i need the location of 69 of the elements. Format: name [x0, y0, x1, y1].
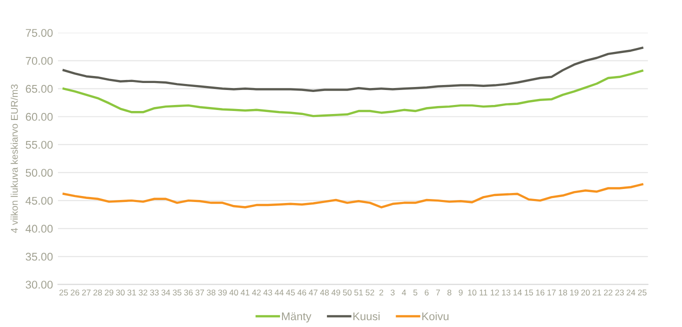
x-tick-label: 25 [59, 290, 68, 296]
x-tick-label: 48 [320, 290, 329, 296]
x-tick-label: 24 [626, 290, 636, 296]
x-tick-label: 52 [366, 290, 374, 296]
x-tick-label: 15 [524, 290, 534, 296]
y-tick-label: 45.00 [26, 196, 53, 205]
x-tick-label: 19 [570, 290, 578, 296]
x-tick-label: 45 [286, 290, 295, 296]
x-tick-label: 4 [402, 290, 406, 296]
legend-label: Koivu [422, 312, 448, 320]
x-tick-label: 17 [547, 290, 556, 296]
x-tick-label: 7 [436, 290, 440, 296]
y-tick-label: 60.00 [26, 112, 53, 121]
x-tick-label: 11 [480, 290, 488, 296]
x-tick-label: 30 [116, 290, 125, 296]
x-tick-label: 10 [468, 290, 476, 296]
y-tick-label: 55.00 [26, 140, 53, 149]
x-tick-label: 23 [615, 290, 624, 296]
x-tick-label: 21 [592, 290, 602, 296]
x-tick-label: 46 [297, 290, 306, 296]
x-tick-label: 34 [161, 290, 170, 296]
y-tick-label: 70.00 [26, 56, 53, 65]
x-tick-label: 31 [127, 290, 136, 296]
x-tick-label: 49 [331, 290, 340, 296]
legend-label: Kuusi [353, 312, 380, 320]
x-tick-label: 9 [458, 290, 463, 296]
x-tick-label: 6 [424, 290, 429, 296]
x-tick-label: 22 [604, 290, 612, 296]
x-tick-label: 44 [274, 290, 284, 296]
y-tick-label: 65.00 [26, 84, 53, 93]
x-tick-label: 28 [93, 290, 102, 296]
x-tick-label: 29 [104, 290, 114, 296]
x-tick-label: 37 [195, 290, 204, 296]
line-series [62, 46, 644, 92]
y-tick-label: 35.00 [26, 252, 53, 261]
x-tick-label: 16 [536, 290, 544, 296]
x-tick-label: 43 [263, 290, 272, 296]
y-tick-label: 40.00 [26, 224, 53, 233]
x-tick-label: 12 [490, 290, 499, 296]
y-axis-title: 4 viikon liukuva keskiarvo EUR/m3 [10, 84, 18, 233]
x-tick-label: 3 [390, 290, 395, 296]
x-tick-label: 38 [206, 290, 216, 296]
y-tick-label: 50.00 [26, 168, 53, 177]
x-tick-label: 27 [82, 290, 91, 296]
x-tick-label: 2 [379, 290, 384, 296]
x-tick-label: 40 [229, 290, 238, 296]
x-tick-label: 39 [218, 290, 227, 296]
line-series [62, 70, 644, 118]
x-tick-label: 20 [581, 290, 590, 296]
y-tick-label: 75.00 [26, 28, 53, 37]
x-tick-label: 8 [447, 290, 452, 296]
x-tick-label: 42 [252, 290, 261, 296]
x-tick-label: 51 [354, 290, 363, 296]
x-tick-label: 32 [138, 290, 148, 296]
x-tick-label: 25 [638, 290, 647, 296]
x-tick-label: 47 [308, 290, 318, 296]
x-tick-label: 36 [184, 290, 193, 296]
x-tick-label: 50 [342, 290, 352, 296]
x-tick-label: 18 [558, 290, 568, 296]
legend-label: Mänty [282, 312, 312, 322]
x-tick-label: 5 [413, 290, 418, 296]
x-tick-label: 41 [240, 290, 250, 296]
x-tick-label: 35 [172, 290, 182, 296]
y-tick-label: 30.00 [26, 280, 53, 289]
x-tick-label: 26 [70, 290, 80, 296]
x-tick-label: 14 [513, 290, 522, 296]
x-tick-label: 13 [502, 290, 510, 296]
x-tick-label: 33 [150, 290, 159, 296]
line-series [62, 183, 644, 208]
